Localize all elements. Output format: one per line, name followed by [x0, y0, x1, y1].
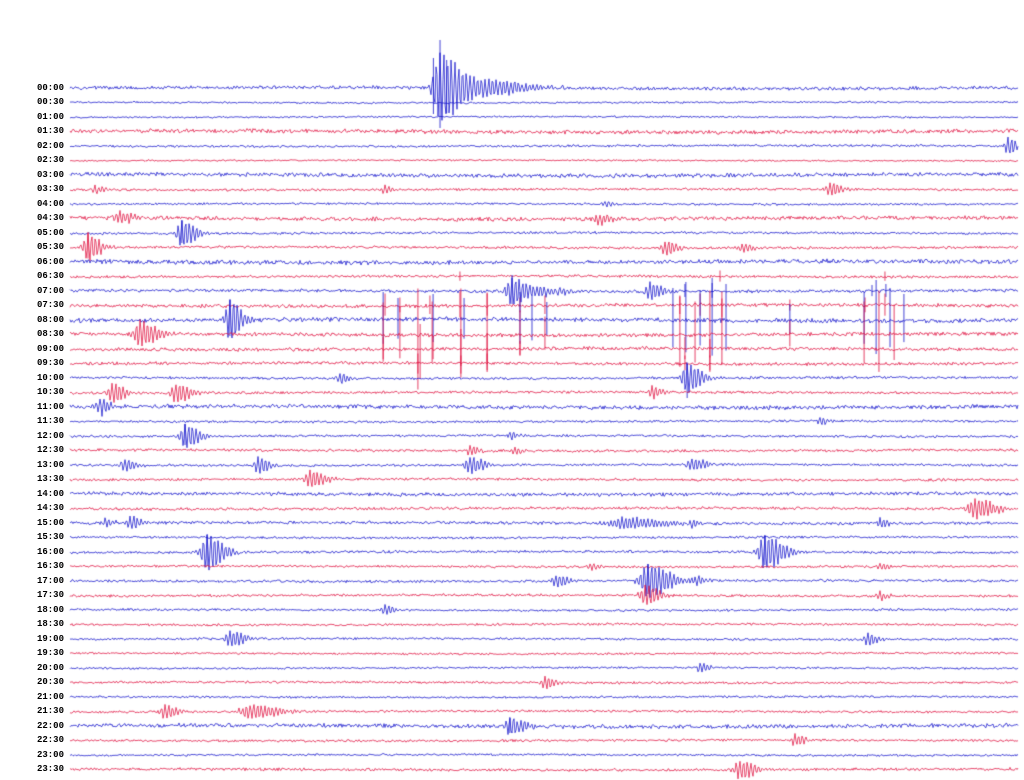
time-label: 03:00	[36, 169, 64, 180]
time-label: 07:00	[36, 285, 64, 296]
time-label: 13:30	[36, 474, 64, 484]
time-label: 00:30	[36, 97, 64, 107]
time-label: 05:30	[36, 242, 64, 252]
time-label: 07:30	[36, 300, 64, 310]
time-label: 17:00	[36, 575, 64, 586]
time-label: 16:30	[36, 561, 64, 571]
time-label: 17:30	[36, 590, 64, 600]
time-label: 21:30	[36, 706, 64, 716]
time-label: 18:30	[36, 619, 64, 629]
time-label: 15:30	[36, 532, 64, 542]
time-label: 12:30	[36, 445, 64, 455]
time-label: 20:30	[36, 677, 64, 687]
time-label: 06:00	[36, 256, 64, 267]
time-label: 02:30	[36, 155, 64, 165]
time-label: 19:00	[36, 633, 64, 644]
time-label: 21:00	[36, 691, 64, 702]
time-label: 23:00	[36, 749, 64, 760]
time-label: 04:00	[36, 198, 64, 209]
time-label: 01:00	[36, 111, 64, 122]
time-label: 10:30	[36, 387, 64, 397]
time-label: 22:30	[36, 735, 64, 745]
time-label: 03:30	[36, 184, 64, 194]
time-label: 11:30	[36, 416, 64, 426]
time-label: 01:30	[36, 126, 64, 136]
time-label: 08:30	[36, 329, 64, 339]
time-label: 13:00	[36, 459, 64, 470]
time-label: 02:00	[36, 140, 64, 151]
time-label: 12:00	[36, 430, 64, 441]
time-label: 22:00	[36, 720, 64, 731]
time-label: 20:00	[36, 662, 64, 673]
time-label: 06:30	[36, 271, 64, 281]
time-label: 10:00	[36, 372, 64, 383]
time-label: 09:30	[36, 358, 64, 368]
time-label: 08:00	[36, 314, 64, 325]
time-label: 23:30	[36, 764, 64, 774]
time-label: 00:00	[36, 82, 64, 93]
time-label: 05:00	[36, 227, 64, 238]
time-label: 14:00	[36, 488, 64, 499]
time-label: 11:00	[36, 401, 64, 412]
time-label: 19:30	[36, 648, 64, 658]
time-label: 16:00	[36, 546, 64, 557]
time-label: 04:30	[36, 213, 64, 223]
time-label: 18:00	[36, 604, 64, 615]
time-label: 15:00	[36, 517, 64, 528]
time-label: 14:30	[36, 503, 64, 513]
time-label: 09:00	[36, 343, 64, 354]
